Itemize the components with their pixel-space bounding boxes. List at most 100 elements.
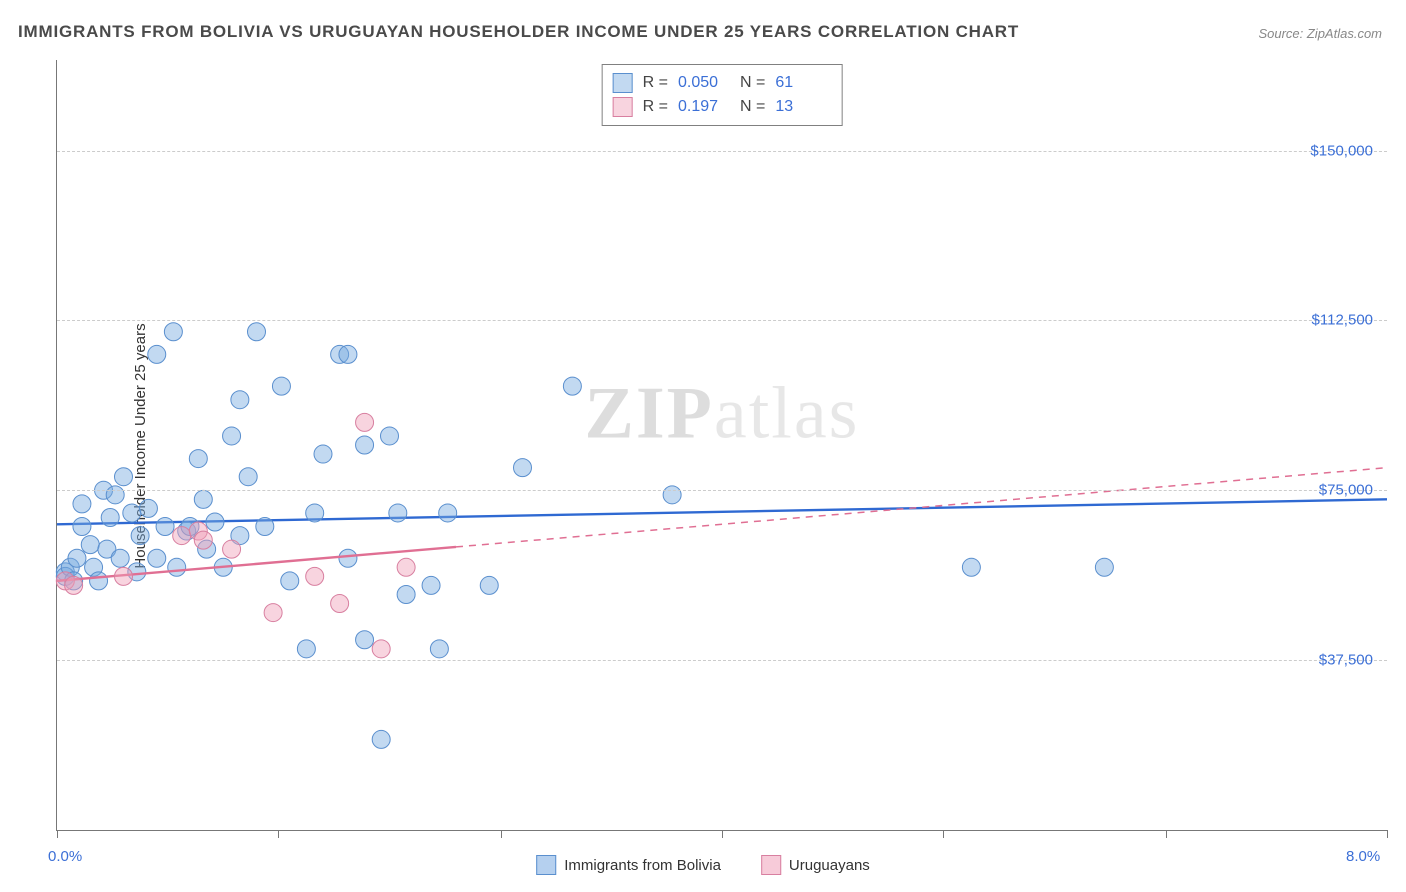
point-bolivia: [514, 459, 532, 477]
point-bolivia: [563, 377, 581, 395]
gridline-h: [57, 320, 1387, 321]
x-tick: [278, 830, 279, 838]
point-bolivia: [90, 572, 108, 590]
x-tick: [722, 830, 723, 838]
point-bolivia: [178, 522, 196, 540]
swatch-uruguay: [613, 97, 633, 117]
point-bolivia: [139, 499, 157, 517]
point-bolivia: [148, 345, 166, 363]
point-bolivia: [111, 549, 129, 567]
stat-r-label: R =: [643, 71, 668, 95]
point-bolivia: [1095, 558, 1113, 576]
stats-row-bolivia: R = 0.050 N = 61: [613, 71, 828, 95]
point-bolivia: [206, 513, 224, 531]
watermark-text: ZIPatlas: [585, 372, 860, 457]
point-bolivia: [231, 391, 249, 409]
point-uruguay: [223, 540, 241, 558]
point-bolivia: [480, 576, 498, 594]
x-tick: [943, 830, 944, 838]
stat-n-value: 13: [775, 95, 827, 119]
stat-r-value: 0.197: [678, 95, 730, 119]
stats-row-uruguay: R = 0.197 N = 13: [613, 95, 828, 119]
point-bolivia: [56, 563, 74, 581]
point-bolivia: [181, 518, 199, 536]
legend-item: Immigrants from Bolivia: [536, 855, 721, 875]
point-bolivia: [281, 572, 299, 590]
point-bolivia: [68, 549, 86, 567]
legend-item: Uruguayans: [761, 855, 870, 875]
point-bolivia: [148, 549, 166, 567]
point-bolivia: [56, 567, 74, 585]
point-bolivia: [156, 518, 174, 536]
y-tick-label: $37,500: [1319, 652, 1373, 669]
stat-n-value: 61: [775, 71, 827, 95]
point-uruguay: [173, 527, 191, 545]
point-bolivia: [194, 490, 212, 508]
point-bolivia: [123, 504, 141, 522]
y-tick-label: $150,000: [1310, 142, 1373, 159]
point-uruguay: [397, 558, 415, 576]
point-bolivia: [422, 576, 440, 594]
point-bolivia: [381, 427, 399, 445]
point-bolivia: [65, 572, 83, 590]
point-bolivia: [962, 558, 980, 576]
point-bolivia: [81, 536, 99, 554]
point-bolivia: [389, 504, 407, 522]
point-uruguay: [372, 640, 390, 658]
point-bolivia: [663, 486, 681, 504]
point-bolivia: [115, 468, 133, 486]
x-tick: [57, 830, 58, 838]
point-uruguay: [331, 595, 349, 613]
point-uruguay: [56, 572, 74, 590]
trendline-uruguay: [57, 547, 456, 581]
trendline-dashed-uruguay: [456, 468, 1387, 547]
gridline-h: [57, 151, 1387, 152]
point-bolivia: [272, 377, 290, 395]
point-bolivia: [231, 527, 249, 545]
chart-title: IMMIGRANTS FROM BOLIVIA VS URUGUAYAN HOU…: [18, 22, 1019, 42]
bottom-legend: Immigrants from Bolivia Uruguayans: [536, 855, 870, 875]
point-bolivia: [331, 345, 349, 363]
scatter-svg: [57, 60, 1387, 830]
legend-swatch: [536, 855, 556, 875]
y-tick-label: $75,000: [1319, 482, 1373, 499]
point-bolivia: [189, 450, 207, 468]
point-bolivia: [98, 540, 116, 558]
point-bolivia: [397, 585, 415, 603]
point-bolivia: [356, 631, 374, 649]
point-bolivia: [306, 504, 324, 522]
x-axis-max-label: 8.0%: [1346, 848, 1380, 865]
point-bolivia: [73, 495, 91, 513]
point-bolivia: [223, 427, 241, 445]
stat-r-label: R =: [643, 95, 668, 119]
point-uruguay: [115, 567, 133, 585]
x-tick: [1166, 830, 1167, 838]
stat-n-label: N =: [740, 71, 765, 95]
point-bolivia: [164, 323, 182, 341]
point-bolivia: [61, 558, 79, 576]
point-bolivia: [339, 345, 357, 363]
plot-area: ZIPatlas R = 0.050 N = 61 R = 0.197 N = 13 $37,…: [56, 60, 1387, 831]
point-uruguay: [356, 413, 374, 431]
point-bolivia: [106, 486, 124, 504]
gridline-h: [57, 490, 1387, 491]
point-bolivia: [297, 640, 315, 658]
gridline-h: [57, 660, 1387, 661]
point-uruguay: [189, 522, 207, 540]
stat-r-value: 0.050: [678, 71, 730, 95]
swatch-bolivia: [613, 73, 633, 93]
point-bolivia: [356, 436, 374, 454]
point-bolivia: [339, 549, 357, 567]
point-uruguay: [264, 604, 282, 622]
point-bolivia: [214, 558, 232, 576]
point-uruguay: [65, 576, 83, 594]
point-bolivia: [73, 518, 91, 536]
point-bolivia: [430, 640, 448, 658]
stat-n-label: N =: [740, 95, 765, 119]
point-bolivia: [239, 468, 257, 486]
point-bolivia: [439, 504, 457, 522]
trendline-bolivia: [57, 499, 1387, 524]
x-tick: [1387, 830, 1388, 838]
legend-swatch: [761, 855, 781, 875]
point-uruguay: [306, 567, 324, 585]
